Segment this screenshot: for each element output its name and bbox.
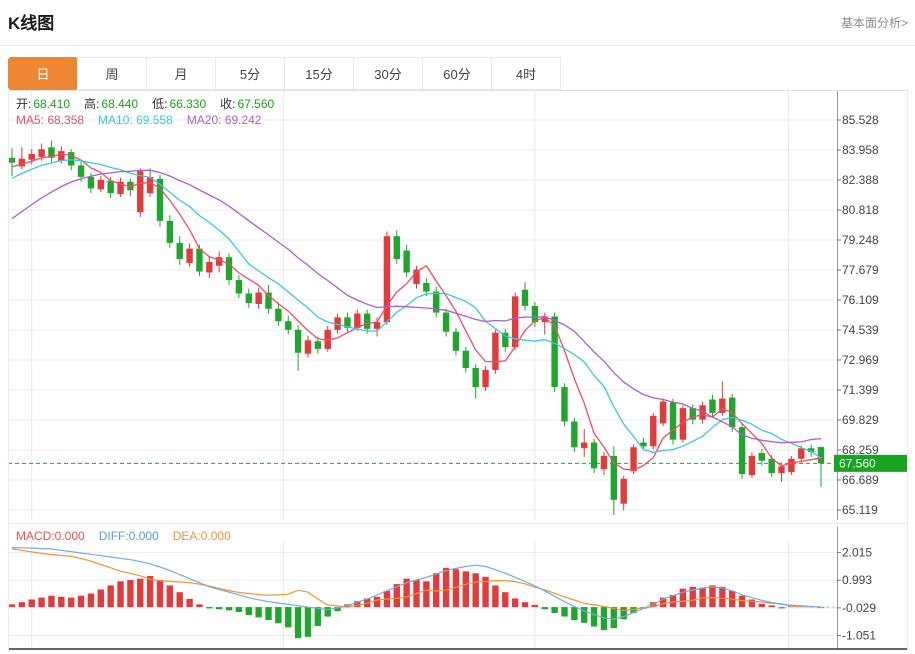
current-price-badge-label: 67.560: [839, 456, 876, 470]
macd-chart[interactable]: 2.015 0.993 -0.029 -1.051: [8, 527, 908, 654]
macd-axis-label: -0.029: [842, 601, 876, 615]
price-axis-label: 74.539: [842, 323, 879, 337]
tab-m15[interactable]: 15分: [284, 57, 354, 90]
ohlc-row-item: 开:68.410: [16, 95, 70, 112]
tab-week[interactable]: 周: [77, 57, 147, 90]
ma5-line: [12, 154, 821, 470]
price-axis-label: 66.689: [842, 473, 879, 487]
price-axis-label: 65.119: [842, 503, 878, 517]
macd-row-item: DEA:0.000: [173, 529, 231, 543]
ohlc-row-item: 高:68.440: [84, 95, 138, 112]
ma-row-item: MA5: 68.358: [16, 113, 84, 127]
ma20-line: [12, 170, 821, 443]
candlestick-chart[interactable]: 85.528 83.958 82.388 80.818 79.248 77.679 76.1…: [8, 90, 908, 520]
tab-m30[interactable]: 30分: [353, 57, 423, 90]
price-axis-label: 83.958: [842, 143, 879, 157]
tab-day[interactable]: 日: [8, 57, 78, 90]
page-title: K线图: [8, 9, 54, 34]
fundamental-analysis-link[interactable]: 基本面分析>: [841, 14, 908, 31]
ma-row-item: MA20: 69.242: [187, 113, 262, 127]
macd-axis-label: -1.051: [842, 629, 876, 643]
period-tabbar: 日周月5分15分30分60分4时: [8, 57, 561, 90]
price-axis-label: 69.829: [842, 413, 879, 427]
grid-layer: [8, 90, 837, 520]
panel-separator: [8, 523, 908, 524]
macd-readout: MACD:0.000 DIFF:0.000 DEA:0.000: [16, 529, 231, 543]
price-axis-label: 71.399: [842, 383, 879, 397]
macd-row-item: DIFF:0.000: [99, 529, 159, 543]
tab-h4[interactable]: 4时: [491, 57, 561, 90]
card-border-right: [907, 90, 908, 650]
price-axis-label: 77.679: [842, 263, 879, 277]
price-axis-label: 76.109: [842, 293, 879, 307]
ma-row-item: MA10: 69.558: [98, 113, 173, 127]
kline-page: K线图 基本面分析> 日周月5分15分30分60分4时 开:68.410 高:68…: [0, 0, 915, 654]
price-axis-label: 80.818: [842, 203, 879, 217]
tab-m60[interactable]: 60分: [422, 57, 492, 90]
ohlc-row-item: 收:67.560: [220, 95, 274, 112]
price-axis-label: 85.528: [842, 113, 879, 127]
candles-layer: [9, 141, 824, 515]
price-axis-label: 82.388: [842, 173, 879, 187]
macd-axis-label: 2.015: [842, 546, 872, 560]
ohlc-row-item: 低:66.330: [152, 95, 206, 112]
chart-top-border: [8, 90, 908, 91]
price-axis-label: 79.248: [842, 233, 879, 247]
ma-readout: MA5: 68.358 MA10: 69.558 MA20: 69.242: [16, 113, 261, 127]
ohlc-readout: 开:68.410 高:68.440 低:66.330 收:67.560: [16, 95, 274, 112]
macd-hist-layer: [9, 568, 824, 638]
tab-m5[interactable]: 5分: [215, 57, 285, 90]
tab-month[interactable]: 月: [146, 57, 216, 90]
title-divider: [0, 45, 915, 46]
macd-axis-label: 0.993: [842, 573, 872, 587]
price-axis-label: 72.969: [842, 353, 879, 367]
macd-row-item: MACD:0.000: [16, 529, 85, 543]
card-border-left: [8, 90, 9, 650]
